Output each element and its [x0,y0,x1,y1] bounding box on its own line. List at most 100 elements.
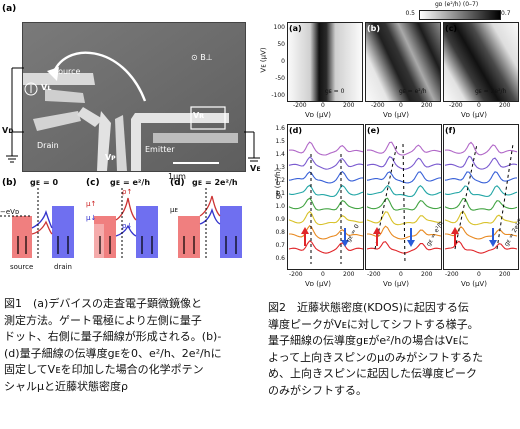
top-ytick: -50 [275,75,285,82]
colorbar-min: 0.5 [405,10,415,17]
top-xtick: 0 [321,102,325,109]
panel-b-label: (b) [2,178,17,188]
scale-bar-label: 1µm [168,172,186,181]
bottom-ytick: 1.4 [275,151,285,158]
top-xticks: -200 0 200 -200 0 200 -200 0 200 [287,102,519,112]
caption-line: 測定方法。ゲート電極により左側に量子 [4,313,202,327]
top-xtick: -200 [293,102,307,109]
panel-c-ge: gᴇ = 2e²/h [475,88,507,95]
caption-line: (d)量子細線の伝導度gᴇを0、e²/h、2e²/hに [4,346,222,360]
bottom-xlabel-1: Vᴅ (µV) [305,280,331,288]
kdos-curve [366,241,442,254]
bottom-xtick: -200 [445,271,459,278]
top-xlabel-3: Vᴅ (µV) [461,111,487,119]
top-yticks: 100 50 0 -50 -100 [267,24,287,102]
sem-device-drawing [23,23,245,171]
drain-label: drain [54,263,72,271]
panel-b-tag: (b) [367,24,381,33]
panel-c-label: (c) [86,178,100,188]
caption-line: 導度ピークがVᴇに対してシフトする様子。 [268,317,479,331]
panel-d-tag: (d) [289,126,303,135]
bottom-ytick: 1.0 [275,203,285,210]
source-label: source [10,263,34,271]
kdos-curve [444,141,518,156]
panel-a-tag: (a) [289,24,302,33]
top-xtick: 0 [477,102,481,109]
sem-label-vp: Vᴘ [105,153,116,162]
bottom-ytick: 1.1 [275,190,285,197]
caption-line: シャルµと近藤状態密度ρ [4,379,128,393]
heatmap-panel-b [365,22,441,102]
kdos-curve [289,225,364,240]
bottom-xtick: 200 [343,271,355,278]
panel-e-tag: (e) [367,126,380,135]
kdos-curve [288,197,364,211]
curves-panel-d [288,141,364,254]
vd-source-label: Vᴅ [2,126,14,135]
panel-c-tag: (c) [445,24,458,33]
sem-label-drain: Drain [37,141,59,150]
bottom-ytick: 0.9 [275,216,285,223]
panel-b-title: gᴇ = 0 [30,178,59,187]
panel-b-ge: gᴇ = e²/h [399,88,427,95]
curves-panel-f [444,141,518,254]
bottom-xtick: 0 [321,271,325,278]
figure-2: 0.5 0.7 gᴅ (e²/h) (0–7) (a) (b) (c) gᴇ =… [260,0,520,295]
mu-e-label: µᴇ [170,206,178,214]
kdos-curve [444,240,518,254]
top-ytick: 100 [273,24,285,31]
bottom-ylabel: gᴅ (e²/h) [274,168,283,200]
panel-f-tag: (f) [445,126,456,135]
mu-dn-label: µ↓ [86,214,97,222]
kdos-curve [288,210,364,226]
kdos-curve [288,240,364,254]
sem-label-emitter: Emitter [145,145,175,154]
panel-c-title: gᴇ = e²/h [110,178,151,187]
caption-line: 図1 (a)デバイスの走査電子顕微鏡像と [4,297,202,310]
rho-dn-label: ρ↓ [122,222,133,230]
kdos-curve [444,197,518,211]
kdos-curve [288,170,364,184]
bfield-icon: ⊙ B⊥ [191,53,213,62]
kdos-curves [287,124,519,270]
top-ytick: 0 [281,58,285,65]
caption-line: のみがシフトする。 [268,383,367,397]
energy-diagrams [0,188,242,258]
figure-1: (a) [0,0,265,290]
heatmap-panel-c [443,22,519,102]
rho-up-label: ρ↑ [122,188,133,196]
bottom-xtick: 0 [477,271,481,278]
panel-d-title: gᴇ = 2e²/h [192,178,238,187]
measurement-circuit [6,67,260,163]
top-xtick: -200 [449,102,463,109]
bottom-xlabel-2: Vᴅ (µV) [383,280,409,288]
colorbar-label: gᴅ (e²/h) (0–7) [435,1,479,8]
kdos-curve [366,156,442,170]
bottom-ytick: 0.7 [275,242,285,249]
figure-2-caption: 図2 近藤状態密度(KDOS)に起因する伝 導度ピークがVᴇに対してシフトする様… [268,300,518,399]
mu-up-label: µ↑ [86,200,97,208]
kdos-curve [288,156,364,170]
spin-arrows [301,227,497,247]
top-xtick: 200 [499,102,511,109]
panel-d-label: (d) [170,178,185,188]
kdos-curve [366,141,442,156]
kdos-curve [367,225,442,240]
bottom-ytick: 1.2 [275,177,285,184]
top-xtick: 200 [421,102,433,109]
top-xtick: -200 [371,102,385,109]
bottom-xtick: 200 [499,271,511,278]
bottom-ytick: 1.5 [275,138,285,145]
caption-line: 図2 近藤状態密度(KDOS)に起因する伝 [268,301,469,314]
bottom-xlabel-3: Vᴅ (µV) [461,280,487,288]
colorbar-max: 0.7 [501,10,511,17]
bottom-ytick: 1.6 [275,125,285,132]
panel-a-ge: gᴇ = 0 [325,88,345,95]
bottom-xtick: 200 [421,271,433,278]
bottom-xtick: -200 [367,271,381,278]
kdos-curve [444,171,518,184]
colorbar [419,10,501,20]
panel-a-label: (a) [2,4,17,14]
bottom-ytick: 0.6 [275,255,285,262]
kdos-curve [444,155,518,170]
